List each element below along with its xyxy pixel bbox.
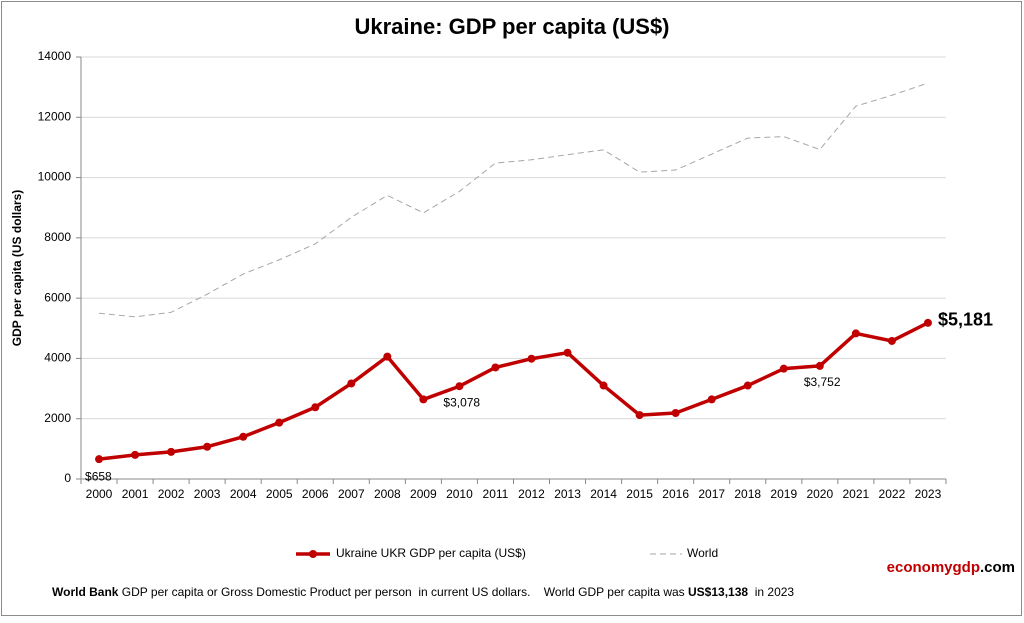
data-point [887, 336, 896, 345]
x-tick-label: 2014 [590, 487, 617, 501]
data-point [923, 318, 932, 327]
brand-part: economygdp [887, 559, 980, 576]
data-point [131, 450, 140, 459]
x-tick-label: 2013 [554, 487, 581, 501]
y-axis-label: GDP per capita (US dollars) [10, 190, 24, 347]
data-label: $3,752 [804, 375, 841, 389]
x-tick-label: 2007 [338, 487, 365, 501]
x-tick-label: 2016 [662, 487, 689, 501]
y-tick-label: 6000 [44, 290, 71, 304]
x-tick-label: 2002 [158, 487, 185, 501]
data-point [563, 348, 572, 357]
x-tick-label: 2005 [266, 487, 293, 501]
x-tick-label: 2004 [230, 487, 257, 501]
legend-label: Ukraine UKR GDP per capita (US$) [336, 546, 526, 560]
data-point [95, 455, 104, 464]
data-point [203, 442, 212, 451]
brand-part: .com [980, 559, 1015, 576]
data-point [455, 382, 464, 391]
data-point [635, 411, 644, 420]
x-tick-label: 2021 [843, 487, 870, 501]
data-point [851, 329, 860, 338]
x-tick-label: 2008 [374, 487, 401, 501]
footnote-part: World Bank [52, 585, 119, 599]
x-tick-label: 2023 [915, 487, 942, 501]
y-tick-label: 0 [64, 471, 71, 485]
x-tick-label: 2020 [806, 487, 833, 501]
data-point [311, 403, 320, 412]
data-point [275, 418, 284, 427]
footnote-part: US$13,138 [688, 585, 748, 599]
data-point [815, 361, 824, 370]
x-tick-label: 2000 [86, 487, 113, 501]
legend-swatch [309, 550, 317, 558]
footnote-part: in 2023 [748, 585, 794, 599]
data-point [671, 408, 680, 417]
y-tick-label: 14000 [38, 49, 72, 63]
x-tick-label: 2018 [734, 487, 761, 501]
x-tick-label: 2001 [122, 487, 149, 501]
legend-label: World [687, 546, 718, 560]
data-point [167, 447, 176, 456]
x-tick-label: 2022 [879, 487, 906, 501]
series-line [98, 82, 929, 318]
y-tick-label: 4000 [44, 351, 71, 365]
x-tick-label: 2015 [626, 487, 653, 501]
footnote-part: GDP per capita or Gross Domestic Product… [118, 585, 688, 599]
data-point [779, 364, 788, 373]
data-point [599, 381, 608, 390]
data-label: $3,078 [443, 395, 480, 409]
data-point [239, 432, 248, 441]
data-point [419, 395, 428, 404]
x-tick-label: 2009 [410, 487, 437, 501]
x-tick-label: 2017 [698, 487, 725, 501]
y-tick-label: 8000 [44, 230, 71, 244]
x-tick-label: 2010 [446, 487, 473, 501]
x-tick-label: 2006 [302, 487, 329, 501]
data-point [491, 363, 500, 372]
brand: economygdp.com [887, 559, 1015, 576]
data-label: $658 [85, 469, 112, 483]
data-point [527, 354, 536, 363]
y-tick-label: 2000 [44, 411, 71, 425]
data-point [383, 352, 392, 361]
x-tick-label: 2012 [518, 487, 545, 501]
x-tick-label: 2011 [483, 487, 509, 501]
data-point [347, 379, 356, 388]
series-line [98, 321, 929, 461]
chart-title: Ukraine: GDP per capita (US$) [354, 14, 669, 39]
data-point [707, 395, 716, 404]
y-tick-label: 10000 [38, 170, 72, 184]
data-point [743, 381, 752, 390]
x-tick-label: 2003 [194, 487, 221, 501]
y-tick-label: 12000 [38, 109, 72, 123]
x-tick-label: 2019 [770, 487, 797, 501]
data-label: $5,181 [938, 310, 993, 330]
footnote: World Bank GDP per capita or Gross Domes… [52, 585, 794, 599]
